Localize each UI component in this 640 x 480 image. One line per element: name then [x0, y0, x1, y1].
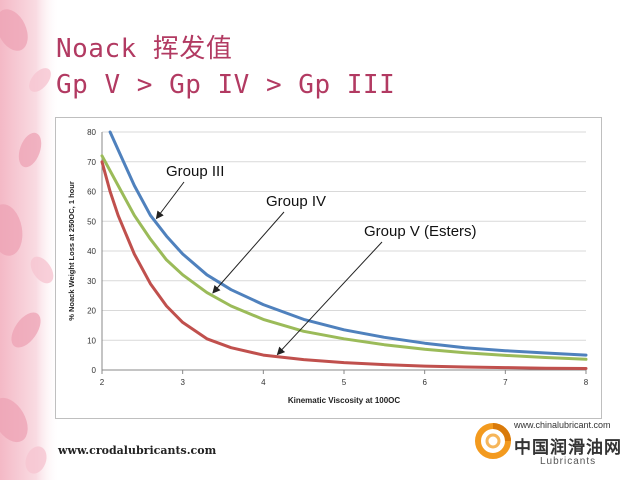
x-tick-label: 2: [100, 378, 105, 387]
x-tick-label: 3: [180, 378, 185, 387]
annotation-arrow: [276, 241, 383, 356]
x-tick-label: 4: [261, 378, 266, 387]
y-tick-label: 40: [87, 247, 96, 256]
series-line-0: [108, 130, 588, 357]
y-tick-label: 0: [92, 366, 97, 375]
annotation-label: Group IV: [266, 193, 326, 210]
annotation-arrow: [155, 181, 185, 220]
x-tick-label: 6: [422, 378, 427, 387]
y-tick-label: 30: [87, 277, 96, 286]
annotation-label: Group V (Esters): [364, 223, 477, 240]
chart-frame: 0 10 20 30 40 50 60 70 80 2 3 4 5 6 7 8 Kinematic Viscos…: [55, 117, 602, 419]
x-axis-label: Kinematic Viscosity at 100OC: [288, 396, 401, 405]
x-tick-label: 8: [584, 378, 589, 387]
y-tick-label: 70: [87, 158, 96, 167]
y-tick-label: 20: [87, 307, 96, 316]
petal-decoration-icon: [0, 9, 42, 443]
annotation-label: Group III: [166, 163, 224, 180]
y-tick-label: 80: [87, 128, 96, 137]
y-tick-label: 50: [87, 217, 96, 226]
orange-swirl-logo-icon: [475, 423, 511, 459]
chinalubricant-logo: www.chinalubricant.com 中国润滑油网 Lubricants: [470, 416, 638, 476]
website-url: www.crodalubricants.com: [58, 444, 217, 457]
logo-chinese-name: 中国润滑油网: [514, 438, 622, 458]
slide-title: Noack 挥发值: [56, 34, 233, 64]
series-line-1: [100, 154, 588, 361]
noack-volatility-chart: 0 10 20 30 40 50 60 70 80 2 3 4 5 6 7 8 Kinematic Viscos…: [67, 128, 589, 405]
logo-english-name: Lubricants: [540, 456, 597, 467]
series-line-2: [100, 160, 588, 370]
y-axis-label: % Noack Weight Loss at 250OC, 1 hour: [67, 181, 76, 321]
x-tick-label: 7: [503, 378, 508, 387]
x-tick-label: 5: [342, 378, 347, 387]
logo-url: www.chinalubricant.com: [514, 420, 611, 430]
slide-subtitle: Gp V > Gp IV > Gp III: [56, 70, 396, 100]
annotation-arrow: [212, 211, 285, 294]
y-tick-label: 60: [87, 188, 96, 197]
y-tick-label: 10: [87, 336, 96, 345]
